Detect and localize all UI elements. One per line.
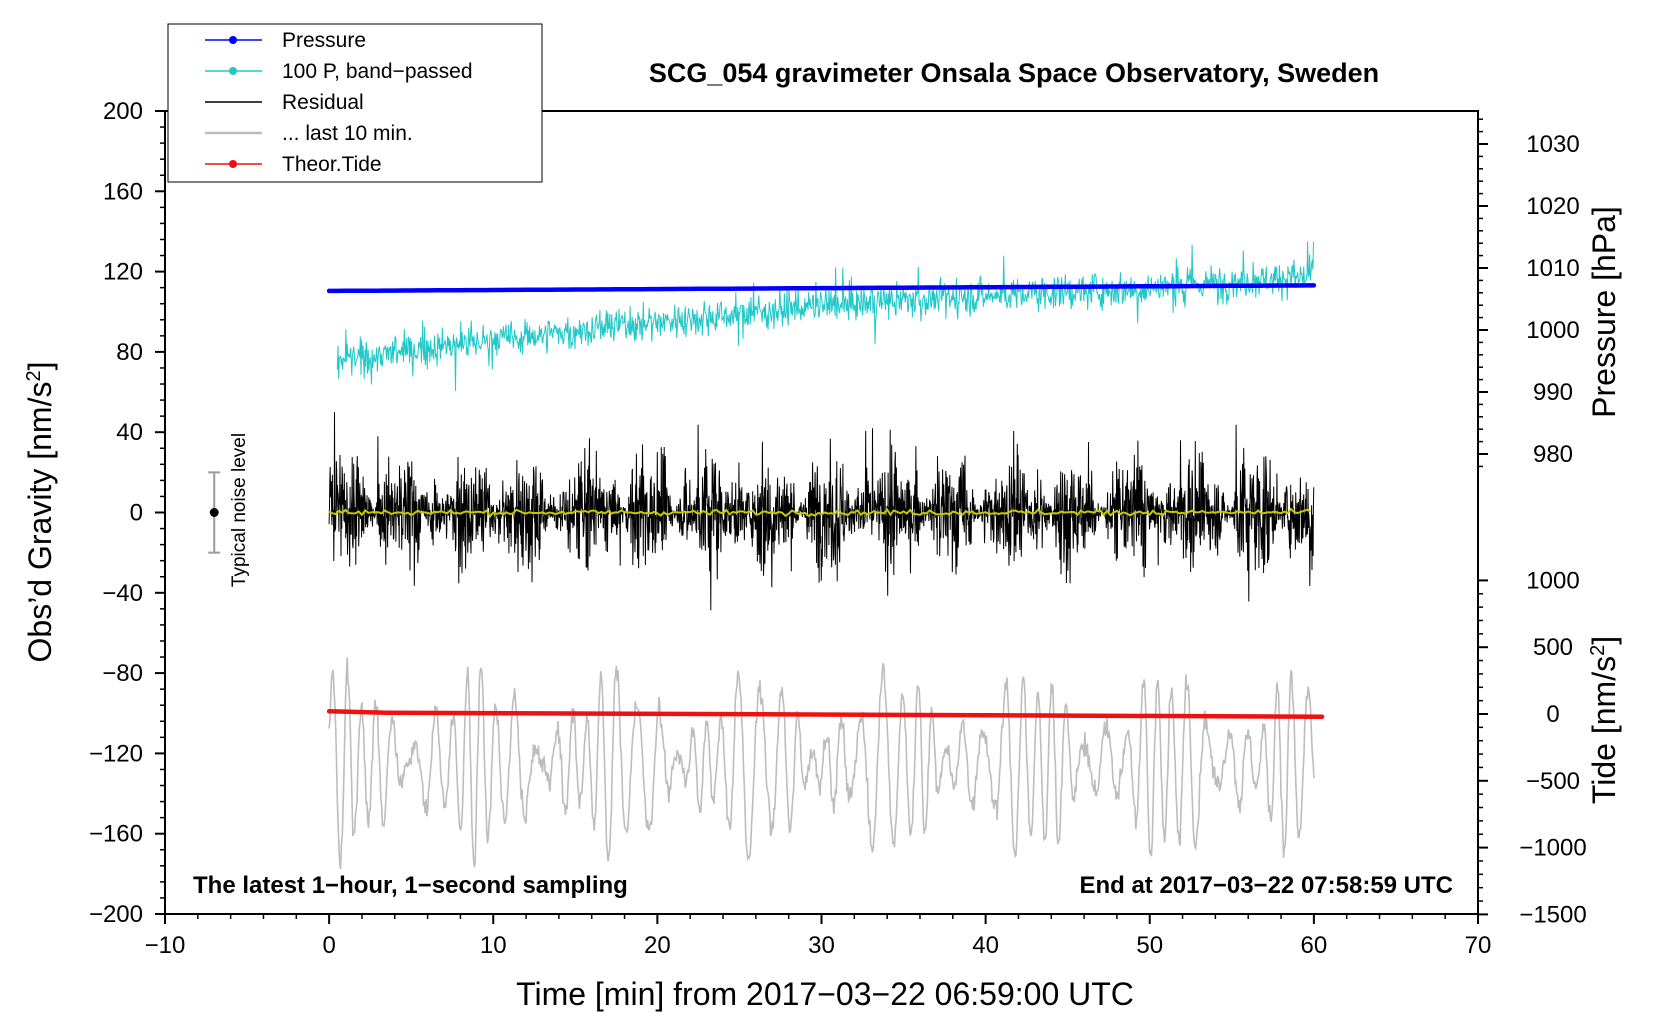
pressure-tick-label: 1030 (1526, 131, 1579, 158)
series-band-passed-pressure (336, 241, 1314, 391)
legend-label: Residual (282, 91, 364, 114)
noise-level-label: Typical noise level (229, 433, 250, 587)
tide-tick-label: 500 (1533, 634, 1573, 661)
x-tick-label: 40 (972, 932, 999, 959)
annotation-sampling: The latest 1−hour, 1−second sampling (193, 872, 628, 899)
tide-axis-title-close: ] (1586, 636, 1622, 645)
y-tick-label: 0 (130, 500, 143, 527)
legend-label: 100 P, band−passed (282, 60, 473, 83)
legend: Pressure 100 P, band−passed Residual ... la… (167, 23, 543, 183)
y-tick-label: −160 (89, 821, 143, 848)
y-axis-title-sup: 2 (23, 370, 45, 381)
series-residual (328, 412, 1315, 611)
y-tick-label: −200 (89, 901, 143, 928)
legend-swatch-marker (229, 67, 237, 75)
y-tick-label: −80 (102, 660, 143, 687)
pressure-tick-label: 990 (1533, 379, 1573, 406)
x-tick-label: 10 (480, 932, 507, 959)
legend-label: Pressure (282, 29, 366, 52)
y-tick-label: −40 (102, 580, 143, 607)
y-axis-title: Obs’d Gravity [nm/s2] (22, 362, 58, 663)
legend-label: Theor.Tide (282, 153, 382, 176)
noise-bar-center-dot (209, 508, 219, 517)
legend-box (167, 23, 543, 183)
tide-tick-label: −500 (1526, 768, 1580, 795)
series-residual-mean (328, 507, 1312, 519)
y-tick-label: 200 (103, 98, 143, 125)
pressure-axis-title: Pressure [hPa] (1586, 206, 1622, 418)
series-theoretical-tide (326, 709, 1325, 719)
x-tick-label: 50 (1136, 932, 1163, 959)
axes-layer: −10 0 10 20 30 40 50 60 7020016012080400−40−80−1… (89, 98, 1587, 959)
tide-axis-title-sup: 2 (1587, 645, 1609, 656)
tide-axis-title: Tide [nm/s2] (1586, 636, 1622, 804)
chart-title: SCG_054 gravimeter Onsala Space Observat… (649, 58, 1379, 88)
y-axis-title-text: Obs’d Gravity [nm/s (22, 382, 58, 663)
y-tick-label: 80 (116, 339, 143, 366)
x-tick-label: 60 (1301, 932, 1328, 959)
pressure-tick-label: 1010 (1526, 255, 1579, 282)
x-tick-label: 20 (644, 932, 671, 959)
noise-indicator (208, 471, 221, 554)
y-tick-label: 120 (103, 259, 143, 286)
x-axis-title: Time [min] from 2017−03−22 06:59:00 UTC (516, 976, 1134, 1012)
legend-swatch-marker (229, 160, 237, 168)
y-axis-title-close: ] (22, 362, 58, 371)
tide-tick-label: −1000 (1519, 835, 1586, 862)
series-last-10-min (328, 657, 1315, 870)
legend-swatch-marker (229, 36, 237, 44)
x-tick-label: 70 (1465, 932, 1492, 959)
tide-axis-title-text: Tide [nm/s (1586, 656, 1622, 804)
y-tick-label: 160 (103, 178, 143, 205)
series-layer (326, 241, 1325, 870)
legend-label: ... last 10 min. (282, 122, 413, 145)
annotation-end-time: End at 2017−03−22 07:58:59 UTC (1079, 872, 1453, 899)
tide-tick-label: −1500 (1519, 901, 1586, 928)
series-pressure (326, 283, 1317, 294)
pressure-tick-label: 1000 (1526, 317, 1579, 344)
y-tick-label: 40 (116, 419, 143, 446)
x-tick-label: 0 (322, 932, 335, 959)
pressure-tick-label: 980 (1533, 441, 1573, 468)
x-tick-label: −10 (145, 932, 186, 959)
x-tick-label: 30 (808, 932, 835, 959)
pressure-tick-label: 1020 (1526, 193, 1579, 220)
tide-tick-label: 1000 (1526, 567, 1579, 594)
y-tick-label: −120 (89, 740, 143, 767)
tide-tick-label: 0 (1546, 701, 1559, 728)
